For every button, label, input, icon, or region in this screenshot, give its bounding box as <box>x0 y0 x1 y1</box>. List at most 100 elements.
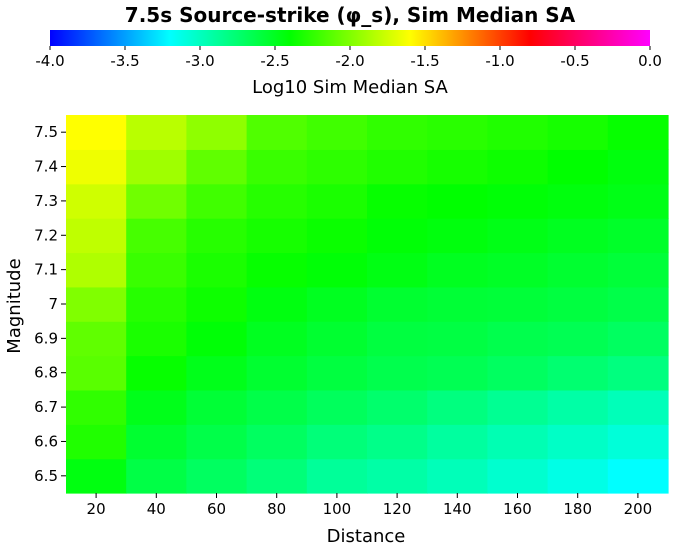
heatmap-cell <box>427 183 488 219</box>
heatmap-cell <box>306 424 368 460</box>
x-tick-label: 100 <box>323 500 352 518</box>
heatmap-cell <box>126 321 187 357</box>
heatmap-cell <box>427 286 488 322</box>
heatmap-cell <box>306 218 368 254</box>
heatmap-cell <box>367 286 428 322</box>
colorbar-tick-label: -1.5 <box>410 52 439 70</box>
heatmap-cell <box>186 389 248 425</box>
heatmap-cell <box>367 149 428 185</box>
heatmap-cell <box>607 115 669 150</box>
colorbar-tick-label: -3.0 <box>185 52 214 70</box>
heatmap-cell <box>607 389 669 425</box>
heatmap-cell <box>126 355 187 391</box>
heatmap-cell <box>607 458 669 494</box>
heatmap-cell <box>186 286 248 322</box>
heatmap-cell <box>306 115 368 150</box>
heatmap-cell <box>607 355 669 391</box>
heatmap-cell <box>367 252 428 288</box>
x-tick-label: 60 <box>207 500 226 518</box>
heatmap-cell <box>427 115 488 150</box>
heatmap-cell <box>186 252 248 288</box>
heatmap-cell <box>126 149 187 185</box>
heatmap-cell <box>66 149 127 185</box>
heatmap-cell <box>547 115 609 150</box>
y-tick-label: 6.9 <box>34 329 58 347</box>
x-tick-label: 160 <box>503 500 532 518</box>
heatmap-cell <box>427 252 488 288</box>
heatmap-cell <box>66 286 127 322</box>
x-tick-label: 180 <box>563 500 592 518</box>
colorbar-tick-label: 0.0 <box>638 52 662 70</box>
heatmap-cell <box>547 218 609 254</box>
heatmap-cell <box>246 355 308 391</box>
heatmap-cell <box>427 355 488 391</box>
heatmap-cell <box>487 286 549 322</box>
colorbar-tick-label: -2.0 <box>335 52 364 70</box>
heatmap-cell <box>186 424 248 460</box>
heatmap-cell <box>186 218 248 254</box>
heatmap-cell <box>306 149 368 185</box>
heatmap-cell <box>487 424 549 460</box>
heatmap-cell <box>126 183 187 219</box>
y-tick-label: 6.7 <box>34 398 58 416</box>
heatmap-cell <box>306 321 368 357</box>
heatmap-cell <box>246 252 308 288</box>
heatmap-cell <box>66 115 127 150</box>
x-axis-label: Distance <box>327 526 406 547</box>
heatmap-cell <box>607 321 669 357</box>
heatmap-cell <box>367 218 428 254</box>
heatmap-cell <box>246 149 308 185</box>
colorbar-tick-label: -4.0 <box>35 52 64 70</box>
heatmap-cell <box>186 355 248 391</box>
heatmap-cell <box>547 183 609 219</box>
heatmap-cell <box>547 424 609 460</box>
heatmap-cell <box>367 183 428 219</box>
heatmap-cell <box>487 115 549 150</box>
heatmap-cell <box>306 252 368 288</box>
y-tick-label: 7.2 <box>34 226 58 244</box>
heatmap-cell <box>367 115 428 150</box>
heatmap-cell <box>427 218 488 254</box>
y-tick-label: 6.5 <box>34 467 58 485</box>
heatmap-cell <box>487 458 549 494</box>
heatmap-cell <box>547 252 609 288</box>
heatmap-cell <box>66 355 127 391</box>
chart-title: 7.5s Source-strike (φ_s), Sim Median SA <box>125 3 576 27</box>
x-tick-label: 120 <box>383 500 412 518</box>
heatmap-cell <box>487 183 549 219</box>
heatmap-cell <box>607 286 669 322</box>
heatmap-cell <box>427 424 488 460</box>
heatmap-cell <box>427 149 488 185</box>
colorbar-label: Log10 Sim Median SA <box>252 77 448 98</box>
heatmap-cell <box>547 321 609 357</box>
heatmap-cell <box>246 321 308 357</box>
heatmap-cell <box>367 458 428 494</box>
y-tick-label: 7 <box>48 295 58 313</box>
heatmap-cell <box>367 424 428 460</box>
heatmap-cell <box>126 389 187 425</box>
heatmap-cell <box>487 389 549 425</box>
heatmap-cell <box>126 458 187 494</box>
heatmap-cell <box>547 458 609 494</box>
heatmap-cell <box>306 286 368 322</box>
heatmap-cell <box>367 355 428 391</box>
heatmap-cell <box>66 218 127 254</box>
heatmap-cell <box>607 149 669 185</box>
colorbar-tick-label: -2.5 <box>260 52 289 70</box>
heatmap-cell <box>487 355 549 391</box>
heatmap-cell <box>607 424 669 460</box>
x-tick-label: 20 <box>87 500 106 518</box>
x-tick-label: 40 <box>147 500 166 518</box>
heatmap-cell <box>186 183 248 219</box>
heatmap-cell <box>246 115 308 150</box>
heatmap-cell <box>186 115 248 150</box>
colorbar <box>50 30 650 46</box>
heatmap-cell <box>246 183 308 219</box>
heatmap-cell <box>66 183 127 219</box>
heatmap-cell <box>126 252 187 288</box>
y-tick-label: 6.8 <box>34 364 58 382</box>
heatmap-cell <box>487 218 549 254</box>
x-tick-label: 80 <box>267 500 286 518</box>
heatmap-cell <box>427 389 488 425</box>
